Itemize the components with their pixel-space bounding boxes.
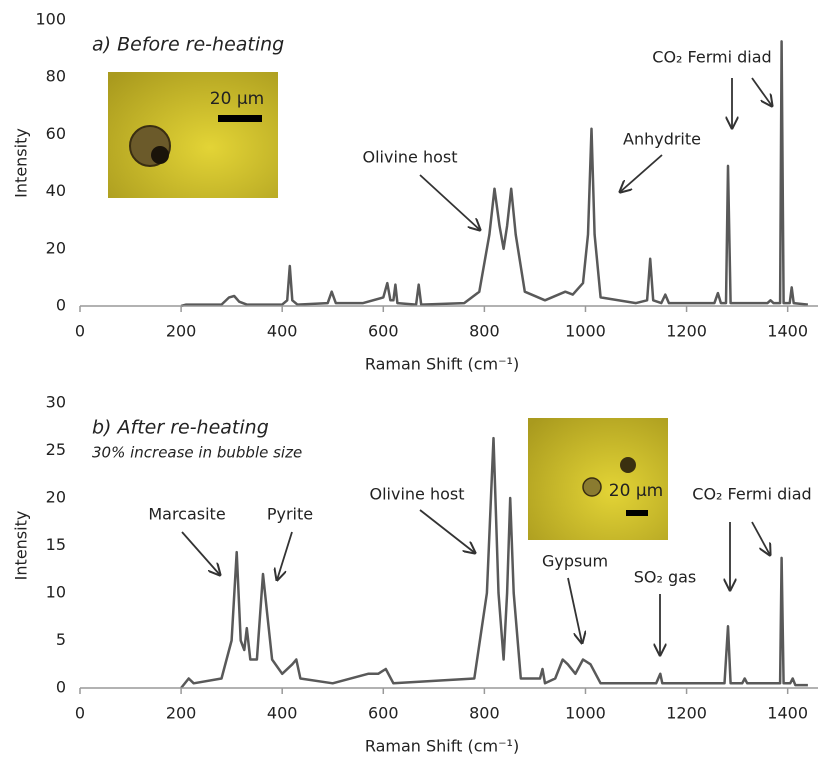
x-tick-label: 600 — [368, 704, 399, 723]
scale-bar — [218, 115, 262, 122]
inclusion — [620, 457, 636, 473]
x-tick-label: 0 — [75, 322, 85, 341]
annotation: Olivine host — [369, 485, 464, 504]
y-tick-label: 60 — [46, 124, 66, 143]
arrow — [277, 532, 292, 580]
x-tick-label: 200 — [166, 322, 197, 341]
arrow — [568, 578, 582, 643]
x-tick-label: 1000 — [565, 704, 606, 723]
x-tick-label: 1200 — [666, 322, 707, 341]
arrow — [752, 78, 772, 106]
panel-subtitle: 30% increase in bubble size — [92, 444, 302, 462]
y-tick-label: 0 — [56, 296, 66, 315]
panel-title: a) Before re-heating — [92, 34, 284, 56]
x-tick-label: 400 — [267, 322, 298, 341]
x-tick-label: 1400 — [767, 704, 808, 723]
y-tick-label: 10 — [46, 583, 66, 602]
arrow — [420, 175, 480, 230]
arrow — [752, 522, 770, 555]
annotation: SO₂ gas — [634, 568, 697, 587]
y-tick-label: 15 — [46, 535, 66, 554]
y-tick-label: 80 — [46, 67, 66, 86]
x-tick-label: 400 — [267, 704, 298, 723]
scale-label: 20 µm — [609, 481, 663, 501]
x-axis-label: Raman Shift (cm⁻¹) — [365, 355, 519, 374]
x-tick-label: 800 — [469, 322, 500, 341]
arrow — [420, 510, 475, 553]
spectrum-line — [181, 438, 808, 688]
x-tick-label: 1000 — [565, 322, 606, 341]
arrow — [182, 532, 220, 575]
y-tick-label: 20 — [46, 488, 66, 507]
inclusion — [583, 478, 601, 496]
annotation: CO₂ Fermi diad — [692, 485, 811, 504]
y-tick-label: 5 — [56, 630, 66, 649]
annotation: Gypsum — [542, 552, 608, 571]
bubble — [151, 146, 169, 164]
annotation: Olivine host — [362, 148, 457, 167]
arrow — [620, 155, 662, 192]
x-tick-label: 1400 — [767, 322, 808, 341]
x-tick-label: 200 — [166, 704, 197, 723]
y-tick-label: 0 — [56, 678, 66, 697]
y-axis-label: Intensity — [12, 511, 31, 581]
x-tick-label: 600 — [368, 322, 399, 341]
x-tick-label: 0 — [75, 704, 85, 723]
annotation: Marcasite — [148, 505, 225, 524]
y-axis-label: Intensity — [12, 128, 31, 198]
y-tick-label: 20 — [46, 238, 66, 257]
annotation: Anhydrite — [623, 130, 701, 149]
panel-title: b) After re-heating — [92, 417, 269, 439]
annotation: CO₂ Fermi diad — [652, 48, 771, 67]
y-tick-label: 25 — [46, 440, 66, 459]
y-tick-label: 40 — [46, 181, 66, 200]
y-tick-label: 30 — [46, 393, 66, 412]
scale-label: 20 µm — [210, 89, 264, 109]
scale-bar — [626, 510, 648, 516]
x-axis-label: Raman Shift (cm⁻¹) — [365, 737, 519, 756]
annotation: Pyrite — [267, 505, 313, 524]
x-tick-label: 1200 — [666, 704, 707, 723]
inset-photo — [528, 418, 668, 540]
y-tick-label: 100 — [35, 10, 66, 29]
figure: Intensity Raman Shift (cm⁻¹) 30 25 20 15 10 5 0 1… — [0, 0, 831, 760]
x-tick-label: 800 — [469, 704, 500, 723]
